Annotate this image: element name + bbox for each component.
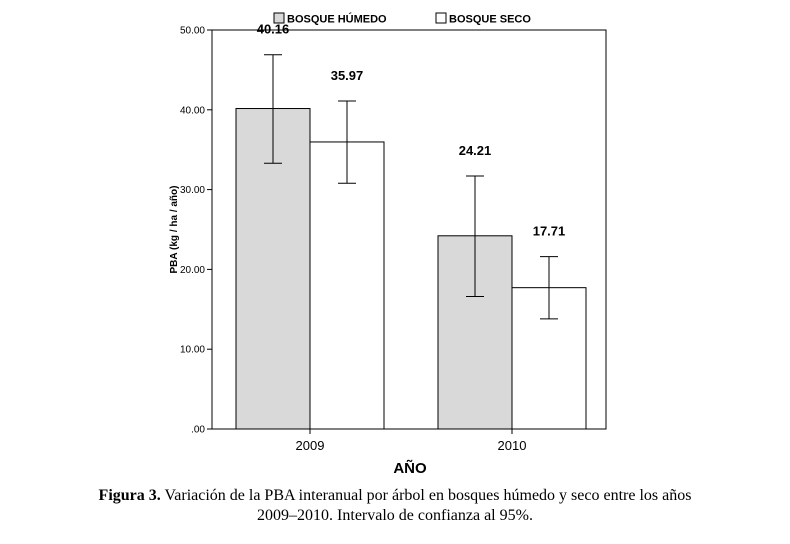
x-axis: 2009 2010 [296,429,527,453]
legend: BOSQUE HÚMEDO BOSQUE SECO [273,12,531,26]
data-label: 35.97 [331,68,364,83]
error-bars [264,54,558,320]
legend-label: BOSQUE SECO [449,14,531,26]
legend-swatch [435,12,447,24]
y-tick-label: 40.00 [180,105,205,116]
y-axis: .00 10.00 20.00 30.00 40.00 50.00 [180,26,212,436]
x-axis-label: AÑO [393,459,427,477]
x-tick-label: 2009 [296,438,325,453]
bar [309,141,385,430]
data-label: 17.71 [533,224,566,239]
caption-text-1: Variación de la PBA interanual por árbol… [160,487,692,504]
y-tick-label: 10.00 [180,345,205,356]
y-tick-label: 20.00 [180,265,205,276]
plot-frame [211,29,607,430]
bar-chart: BOSQUE HÚMEDO BOSQUE SECO .00 10.00 20.00 30… [169,12,607,477]
figure-caption: Figura 3. Variación de la PBA interanual… [0,486,790,526]
caption-label: Figura 3. [98,487,161,504]
legend-label: BOSQUE HÚMEDO [287,13,387,26]
caption-line-1: Figura 3. Variación de la PBA interanual… [0,486,790,506]
caption-line-2: 2009–2010. Intervalo de confianza al 95%… [257,507,533,524]
bars [235,108,587,430]
y-tick-label: 30.00 [180,185,205,196]
y-axis-label: PBA (kg / ha / año) [169,186,180,274]
data-label: 24.21 [459,143,492,158]
x-tick-label: 2010 [498,438,527,453]
data-label: 40.16 [257,22,290,37]
legend-swatch [273,12,285,24]
data-labels: 40.16 35.97 24.21 17.71 [257,22,566,239]
y-tick-label: .00 [191,425,205,436]
y-tick-label: 50.00 [180,26,205,37]
